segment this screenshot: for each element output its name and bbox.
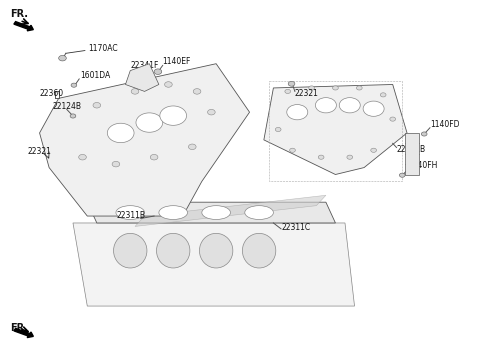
Text: FR.: FR.	[10, 323, 28, 333]
Ellipse shape	[242, 233, 276, 268]
Ellipse shape	[245, 206, 274, 220]
Text: 22321: 22321	[28, 147, 51, 156]
Circle shape	[309, 86, 314, 90]
Circle shape	[112, 161, 120, 167]
Text: 22341F: 22341F	[130, 61, 158, 70]
Circle shape	[79, 154, 86, 160]
Circle shape	[93, 103, 101, 108]
Ellipse shape	[114, 233, 147, 268]
Circle shape	[347, 155, 353, 159]
Circle shape	[160, 106, 187, 125]
Text: 1140FD: 1140FD	[430, 120, 459, 129]
Polygon shape	[39, 64, 250, 216]
Circle shape	[380, 93, 386, 97]
Circle shape	[59, 55, 66, 61]
Ellipse shape	[199, 233, 233, 268]
Polygon shape	[87, 202, 336, 223]
Text: 1170AC: 1170AC	[88, 44, 118, 53]
Circle shape	[131, 89, 139, 94]
Circle shape	[318, 155, 324, 159]
Text: 22311C: 22311C	[282, 223, 311, 232]
Text: 22124B: 22124B	[53, 102, 82, 111]
Circle shape	[189, 144, 196, 150]
Text: 1140EF: 1140EF	[163, 57, 191, 66]
Polygon shape	[73, 223, 355, 306]
Ellipse shape	[116, 206, 144, 220]
Text: 22311B: 22311B	[117, 211, 146, 220]
Circle shape	[71, 83, 77, 87]
Text: 1140FH: 1140FH	[408, 161, 437, 170]
Polygon shape	[125, 64, 159, 91]
Text: FR.: FR.	[10, 9, 28, 19]
Circle shape	[390, 117, 396, 121]
Polygon shape	[135, 195, 326, 227]
Polygon shape	[264, 84, 407, 174]
Text: 1601DA: 1601DA	[80, 71, 110, 80]
Circle shape	[333, 86, 338, 90]
Text: 22360: 22360	[39, 89, 64, 98]
Circle shape	[207, 109, 215, 115]
Text: 22341B: 22341B	[396, 145, 426, 154]
Circle shape	[399, 173, 405, 177]
Circle shape	[154, 69, 162, 74]
Circle shape	[287, 105, 308, 120]
Circle shape	[315, 98, 336, 113]
Circle shape	[136, 113, 163, 132]
Polygon shape	[405, 133, 419, 174]
Circle shape	[289, 148, 295, 153]
Circle shape	[276, 127, 281, 132]
Circle shape	[421, 132, 427, 136]
Ellipse shape	[159, 206, 188, 220]
Circle shape	[70, 114, 76, 118]
Circle shape	[285, 89, 290, 94]
Circle shape	[363, 101, 384, 116]
Ellipse shape	[202, 206, 230, 220]
Circle shape	[193, 89, 201, 94]
Circle shape	[288, 81, 295, 86]
FancyArrow shape	[14, 328, 33, 337]
Circle shape	[108, 123, 134, 143]
FancyArrow shape	[14, 22, 33, 31]
Text: 22321: 22321	[295, 89, 319, 98]
Circle shape	[150, 154, 158, 160]
Circle shape	[165, 82, 172, 87]
Circle shape	[339, 98, 360, 113]
Ellipse shape	[156, 233, 190, 268]
Circle shape	[371, 148, 376, 153]
Circle shape	[357, 86, 362, 90]
